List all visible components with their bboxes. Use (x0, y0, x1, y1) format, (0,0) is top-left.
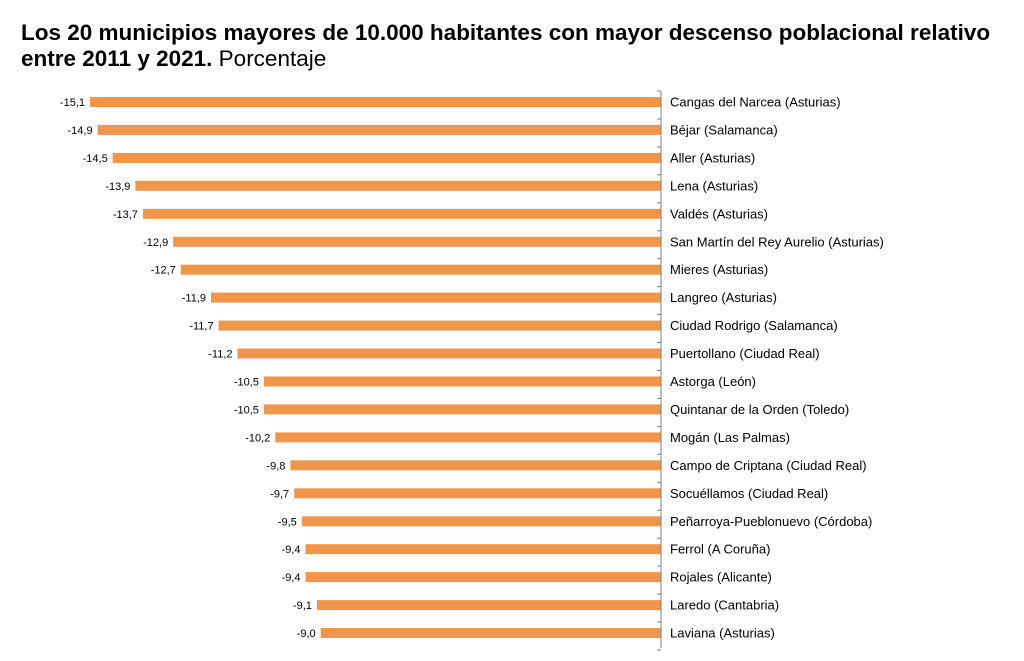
bar (320, 628, 661, 638)
bar (294, 488, 661, 499)
bar (90, 97, 661, 107)
category-label: Quintanar de la Orden (Toledo) (670, 402, 849, 417)
category-label: Rojales (Alicante) (670, 570, 772, 585)
value-label: -15,1 (60, 97, 85, 109)
category-label: San Martín del Rey Aurelio (Asturias) (670, 234, 884, 249)
value-label: -9,7 (270, 488, 289, 500)
bar (263, 376, 661, 387)
category-label: Peñarroya-Pueblonuevo (Córdoba) (670, 514, 872, 529)
category-label: Laredo (Cantabria) (670, 598, 779, 613)
category-label: Ferrol (A Coruña) (670, 542, 770, 557)
bar (142, 208, 661, 219)
bar (275, 432, 661, 443)
value-label: -11,2 (208, 349, 232, 361)
value-label: -13,7 (113, 209, 138, 221)
bar (97, 124, 662, 135)
bar (112, 152, 661, 163)
bar (237, 348, 661, 359)
bar (301, 516, 661, 527)
bar (135, 180, 661, 191)
value-label: -9,4 (282, 572, 301, 584)
category-label: Valdés (Asturias) (670, 206, 768, 221)
category-label: Mieres (Asturias) (670, 262, 768, 277)
bar (263, 404, 661, 415)
value-label: -9,5 (278, 516, 297, 528)
category-label: Béjar (Salamanca) (670, 122, 778, 137)
category-label: Puertollano (Ciudad Real) (670, 346, 820, 361)
value-label: -9,0 (297, 628, 316, 640)
value-label: -12,9 (143, 237, 168, 249)
category-label: Socuéllamos (Ciudad Real) (670, 486, 828, 501)
category-label: Lena (Asturias) (670, 178, 758, 193)
category-label: Langreo (Asturias) (670, 290, 777, 305)
chart-title-main: Los 20 municipios mayores de 10.000 habi… (21, 20, 991, 71)
value-label: -9,1 (293, 600, 312, 612)
category-label: Aller (Asturias) (670, 150, 755, 165)
value-label: -11,7 (189, 321, 213, 333)
chart-title: Los 20 municipios mayores de 10.000 habi… (21, 20, 1011, 72)
category-label: Campo de Criptana (Ciudad Real) (670, 458, 867, 473)
bar (305, 572, 661, 583)
value-label: -10,2 (245, 432, 270, 444)
category-label: Mogán (Las Palmas) (670, 430, 790, 445)
value-label: -12,7 (151, 265, 176, 277)
category-label: Laviana (Asturias) (670, 626, 775, 641)
value-label: -9,8 (266, 460, 285, 472)
bar (211, 292, 661, 303)
value-label: -10,5 (234, 377, 259, 389)
value-label: -11,9 (182, 293, 206, 305)
category-label: Cangas del Narcea (Asturias) (670, 95, 841, 110)
chart-title-unit: Porcentaje (218, 46, 327, 71)
bar (218, 320, 661, 331)
value-label: -14,9 (68, 125, 93, 137)
bar (290, 460, 661, 471)
value-label: -13,9 (105, 181, 130, 193)
value-label: -9,4 (282, 544, 301, 556)
value-label: -14,5 (83, 153, 108, 165)
value-label: -10,5 (234, 404, 259, 416)
bar (316, 600, 661, 611)
category-label: Ciudad Rodrigo (Salamanca) (670, 318, 838, 333)
bar (180, 264, 662, 275)
bar (173, 236, 661, 247)
category-label: Astorga (León) (670, 374, 756, 389)
bar (305, 544, 661, 555)
